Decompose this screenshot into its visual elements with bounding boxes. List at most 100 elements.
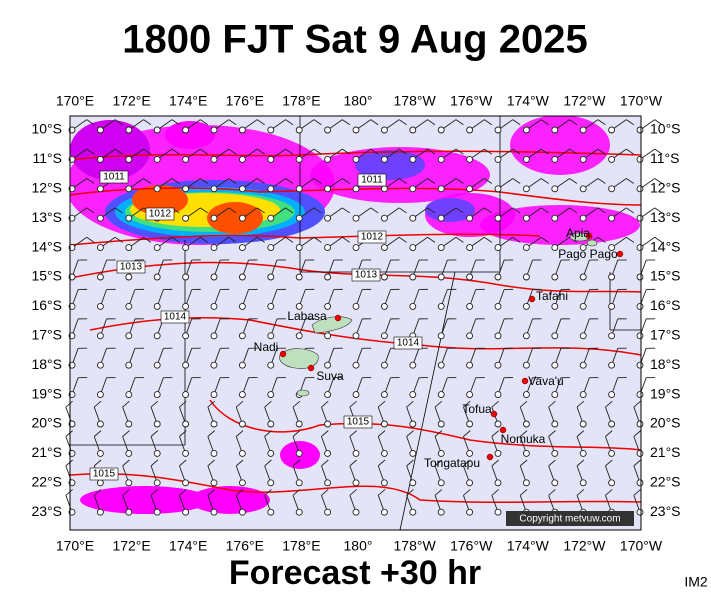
- barb-feather: [605, 400, 613, 408]
- lon-label-bottom: 174°E: [169, 538, 207, 554]
- barb-station: [238, 273, 246, 281]
- barb-feather: [200, 119, 209, 126]
- isobar-label: 1015: [93, 469, 116, 480]
- lat-label-left: 13°S: [31, 209, 62, 225]
- barb-station: [324, 449, 332, 457]
- barb-station: [636, 302, 644, 310]
- isobar-label-box: [351, 268, 381, 282]
- isobar-label-box: [89, 467, 119, 481]
- barb-feather: [633, 400, 641, 408]
- barb-feather: [313, 148, 322, 155]
- barb-station: [522, 391, 530, 399]
- barb-station: [238, 332, 246, 340]
- barb-station: [380, 302, 388, 310]
- barb-station: [437, 479, 445, 487]
- barb-feather: [150, 400, 159, 408]
- barb-station: [267, 155, 275, 163]
- barb-feather: [463, 459, 471, 467]
- barb-feather: [313, 119, 322, 126]
- isobar-label-box: [357, 230, 387, 244]
- barb-feather: [576, 489, 585, 496]
- barb-station: [494, 420, 502, 428]
- barb-station: [579, 155, 587, 163]
- barb-station: [96, 126, 104, 134]
- barb-feather: [654, 148, 663, 155]
- barb-station: [267, 420, 275, 428]
- barb-station: [494, 391, 502, 399]
- barb-station: [380, 420, 388, 428]
- barb-station: [494, 332, 502, 340]
- barb-feather: [540, 119, 549, 126]
- barb-station: [125, 332, 133, 340]
- barb-feather: [406, 400, 414, 408]
- barb-station: [153, 391, 161, 399]
- barb-feather: [292, 430, 301, 437]
- barb-feather: [292, 459, 301, 467]
- barb-feather: [179, 400, 187, 408]
- barb-station: [409, 449, 417, 457]
- barb-feather: [65, 459, 73, 467]
- lat-label-right: 19°S: [650, 385, 681, 401]
- barb-station: [551, 302, 559, 310]
- barb-station: [522, 273, 530, 281]
- barb-station: [522, 332, 530, 340]
- barb-feather: [626, 236, 635, 243]
- lat-label-right: 12°S: [650, 180, 681, 196]
- barb-station: [409, 244, 417, 252]
- barb-station: [96, 479, 104, 487]
- place-label: Labasa: [287, 309, 327, 323]
- lat-label-left: 14°S: [31, 238, 62, 254]
- barb-station: [125, 214, 133, 222]
- barb-feather: [349, 400, 357, 408]
- barb-station: [551, 391, 559, 399]
- barb-feather: [406, 489, 414, 496]
- barb-feather: [235, 400, 244, 408]
- barb-feather: [342, 148, 351, 155]
- barb-feather: [207, 400, 215, 408]
- barb-feather: [235, 430, 244, 437]
- barb-station: [409, 273, 417, 281]
- barb-feather: [349, 459, 357, 467]
- barb-station: [608, 420, 616, 428]
- barb-feather: [654, 178, 663, 184]
- lon-label-bottom: 176°W: [450, 538, 493, 554]
- barb-feather: [114, 119, 123, 126]
- barb-station: [125, 420, 133, 428]
- barb-feather: [654, 236, 663, 243]
- barb-feather: [143, 178, 152, 184]
- barb-station: [153, 420, 161, 428]
- lat-label-right: 18°S: [650, 356, 681, 372]
- barb-station: [608, 185, 616, 193]
- barb-feather: [207, 489, 215, 496]
- barb-feather: [150, 489, 159, 496]
- barb-feather: [292, 400, 301, 408]
- barb-feather: [114, 148, 123, 155]
- barb-station: [96, 449, 104, 457]
- barb-station: [409, 302, 417, 310]
- barb-feather: [143, 148, 152, 155]
- lon-label-bottom: 172°W: [563, 538, 606, 554]
- lat-label-left: 10°S: [31, 121, 62, 137]
- barb-station: [352, 391, 360, 399]
- lon-label-bottom: 170°W: [620, 538, 663, 554]
- place-label: Tongatapu: [424, 456, 480, 470]
- barb-station: [125, 126, 133, 134]
- barb-station: [96, 155, 104, 163]
- barb-feather: [434, 489, 443, 496]
- barb-station: [267, 214, 275, 222]
- barb-station: [466, 155, 474, 163]
- barb-station: [352, 185, 360, 193]
- barb-feather: [398, 236, 407, 243]
- barb-station: [522, 155, 530, 163]
- barb-station: [522, 361, 530, 369]
- barb-station: [210, 126, 218, 134]
- barb-station: [409, 508, 417, 516]
- barb-station: [96, 508, 104, 516]
- barb-feather: [86, 119, 95, 126]
- barb-feather: [540, 236, 549, 243]
- barb-station: [636, 126, 644, 134]
- lat-label-left: 19°S: [31, 385, 62, 401]
- barb-station: [352, 302, 360, 310]
